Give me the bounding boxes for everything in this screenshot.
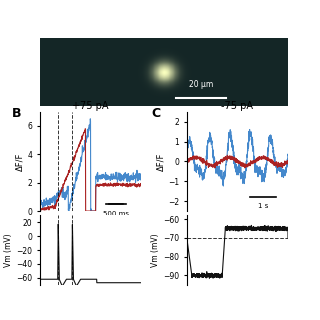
- Text: 20 μm: 20 μm: [189, 80, 213, 89]
- Y-axis label: Vm (mV): Vm (mV): [151, 233, 160, 267]
- Y-axis label: ΔF/F: ΔF/F: [16, 152, 25, 171]
- Text: 500 ms: 500 ms: [103, 211, 129, 217]
- Y-axis label: Vm (mV): Vm (mV): [4, 233, 13, 267]
- Title: -75 pA: -75 pA: [221, 101, 253, 111]
- Text: 1 s: 1 s: [258, 203, 268, 209]
- Text: C: C: [151, 107, 160, 120]
- Text: B: B: [12, 107, 21, 120]
- Title: +75 pA: +75 pA: [72, 101, 109, 111]
- Y-axis label: ΔF/F: ΔF/F: [156, 152, 165, 171]
